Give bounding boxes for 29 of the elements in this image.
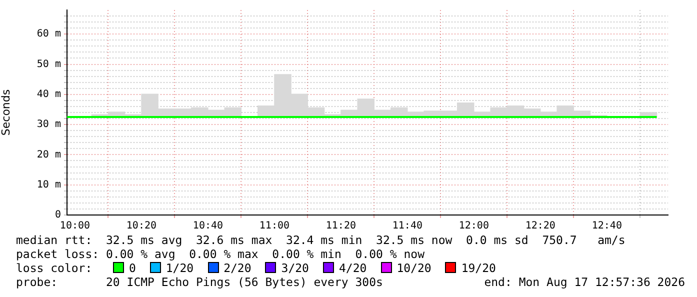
y-tick-label: 30 m xyxy=(36,119,61,130)
text: packet loss: 0.00 % avg 0.00 % max 0.00 % min 0.00 % now xyxy=(16,247,424,261)
x-tick-label: 11:00 xyxy=(259,220,290,232)
text: end: Mon Aug 17 12:57:36 2026 xyxy=(484,275,685,289)
text: median rtt: 32.5 ms avg 32.6 ms max 32.4 ms min 32.5 ms now 0.0 ms sd 750.7 am/s xyxy=(16,233,626,247)
legend-label: 10/20 xyxy=(396,261,432,275)
y-tick-label: 0 xyxy=(54,210,61,221)
y-axis-title: Seconds xyxy=(0,89,12,136)
legend-label: 0 xyxy=(128,261,136,275)
legend-label: 19/20 xyxy=(461,261,496,275)
legend-label: 3/20 xyxy=(281,261,309,275)
x-tick-label: 11:20 xyxy=(326,220,356,232)
x-tick-label: 10:20 xyxy=(126,220,157,232)
x-tick-label: 10:40 xyxy=(192,220,224,232)
y-tick-label: 10 m xyxy=(36,179,61,190)
x-tick-label: 11:40 xyxy=(392,220,422,232)
legend-label: 4/20 xyxy=(338,261,367,275)
x-tick-label: 12:00 xyxy=(458,220,489,232)
y-tick-label: 40 m xyxy=(36,89,61,100)
text: probe: 20 ICMP Echo Pings (56 Bytes) every 300s xyxy=(16,275,383,289)
x-tick-label: 12:40 xyxy=(592,220,622,232)
x-tick-label: 10:00 xyxy=(60,220,90,232)
legend-label: 2/20 xyxy=(224,261,252,275)
y-tick-label: 50 m xyxy=(36,58,61,70)
legend-title: loss color: xyxy=(16,261,94,275)
legend-label: 1/20 xyxy=(166,261,194,275)
x-tick-label: 12:20 xyxy=(525,220,556,232)
y-tick-label: 20 m xyxy=(36,149,61,160)
y-tick-label: 60 m xyxy=(36,28,61,40)
